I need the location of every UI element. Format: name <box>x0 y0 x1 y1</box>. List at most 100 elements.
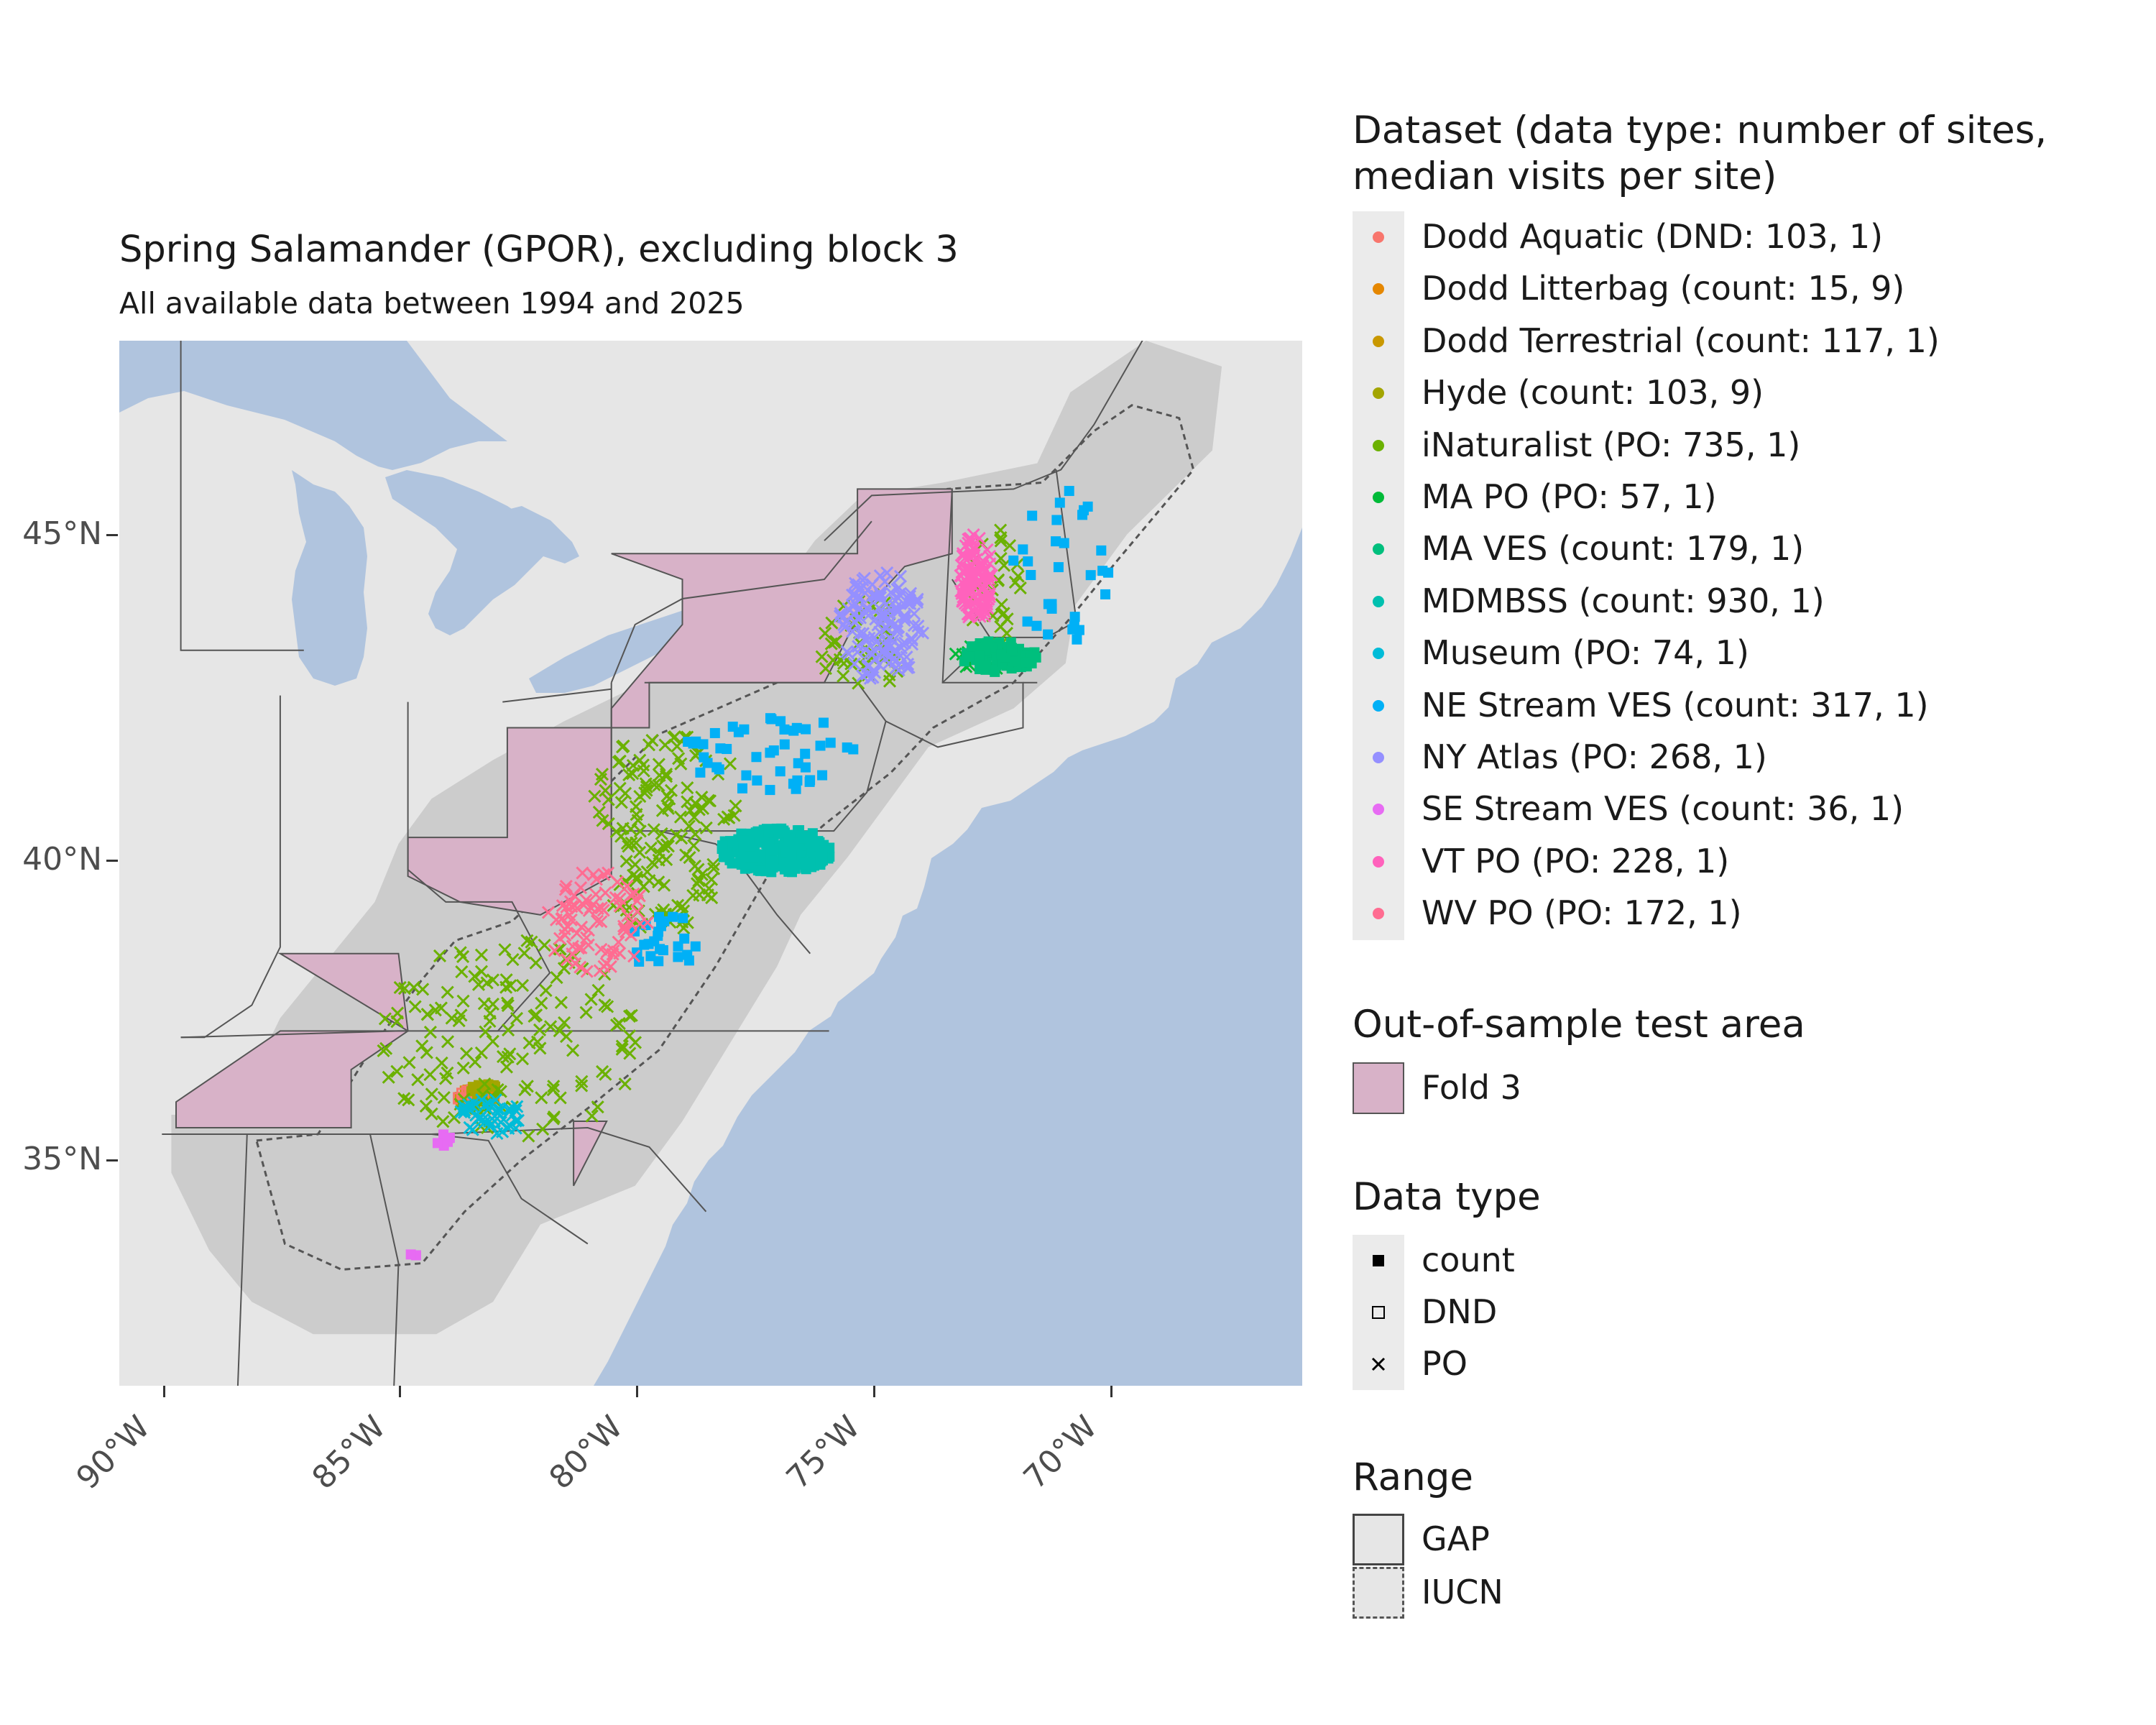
x-axis-label-85w: 85°W <box>305 1409 393 1496</box>
observation-point <box>745 841 755 852</box>
observation-point <box>816 848 826 859</box>
observation-point <box>815 650 829 663</box>
observation-point <box>966 567 980 581</box>
iucn-range-swatch <box>1353 1567 1404 1619</box>
observation-point <box>854 591 867 604</box>
observation-point <box>775 716 786 727</box>
legend-data-type-title: Data type <box>1353 1175 1541 1219</box>
observation-point <box>895 638 909 651</box>
fold-3-area <box>175 952 410 1128</box>
observation-point <box>741 770 752 781</box>
observation-point <box>751 752 762 763</box>
observation-point <box>973 610 987 623</box>
legend-key <box>1353 732 1404 783</box>
observation-point <box>619 786 632 800</box>
legend-dataset-title: Dataset (data type: number of sites, med… <box>1353 108 2047 200</box>
observation-point <box>709 727 720 738</box>
state-boundary <box>236 1133 248 1386</box>
observation-point <box>850 590 864 604</box>
observation-point <box>501 998 515 1013</box>
observation-point <box>663 792 676 806</box>
observation-point <box>574 920 589 934</box>
observation-point <box>529 956 543 970</box>
observation-point <box>752 775 763 786</box>
y-axis-label-40: 40°N <box>22 841 102 878</box>
observation-point <box>617 919 631 933</box>
observation-point <box>1072 634 1082 645</box>
observation-point <box>379 1041 393 1055</box>
observation-point <box>699 821 713 834</box>
observation-point <box>535 1091 548 1105</box>
observation-point <box>862 631 876 645</box>
observation-point <box>515 1052 530 1066</box>
observation-point <box>494 1116 507 1129</box>
observation-point <box>1053 562 1064 573</box>
observation-point <box>468 1055 482 1069</box>
observation-point <box>779 724 790 735</box>
observation-point <box>1096 545 1107 556</box>
legend-key <box>1353 576 1404 627</box>
observation-point <box>474 948 488 962</box>
y-tick-40 <box>106 860 118 862</box>
legend-item-label: MA VES (count: 179, 1) <box>1422 529 1805 569</box>
observation-point <box>573 960 587 974</box>
observation-point <box>609 891 622 904</box>
observation-point <box>954 569 968 583</box>
observation-point <box>474 1046 488 1060</box>
observation-point <box>558 883 572 896</box>
legend-item-label: Dodd Aquatic (DND: 103, 1) <box>1422 217 1884 256</box>
observation-point <box>671 898 685 912</box>
observation-point <box>402 1093 415 1107</box>
observation-point <box>690 941 701 952</box>
open-square-icon <box>1353 1287 1404 1338</box>
observation-point <box>522 1129 535 1143</box>
observation-point <box>553 932 567 945</box>
observation-point <box>653 956 664 967</box>
observation-point <box>655 944 665 954</box>
observation-point <box>911 592 924 606</box>
observation-point <box>983 549 997 563</box>
observation-point <box>674 757 688 770</box>
legend-item-label: Dodd Terrestrial (count: 117, 1) <box>1422 321 1940 360</box>
legend-item-label: count <box>1422 1241 1515 1279</box>
points-layer <box>377 486 1114 1261</box>
legend-color-dot <box>1373 752 1384 763</box>
observation-point <box>963 550 977 564</box>
observation-point <box>673 941 683 952</box>
observation-point <box>397 1092 411 1105</box>
legend-color-dot <box>1373 699 1384 712</box>
legend-key <box>1353 472 1404 523</box>
observation-point <box>591 1100 604 1114</box>
observation-point <box>849 576 862 590</box>
observation-point <box>1064 486 1074 497</box>
observation-point <box>500 996 515 1010</box>
observation-point <box>432 1138 443 1149</box>
x-axis-label-90w: 90°W <box>69 1409 157 1496</box>
legend-key <box>1353 316 1404 367</box>
observation-point <box>1018 544 1028 555</box>
observation-point <box>805 857 816 868</box>
observation-point <box>645 733 659 748</box>
legend-test-area-title: Out-of-sample test area <box>1353 1003 1805 1046</box>
observation-point <box>506 952 520 967</box>
observation-point <box>443 1133 454 1144</box>
filled-square-icon <box>1353 1235 1404 1287</box>
observation-point <box>748 852 759 863</box>
observation-point <box>865 589 879 602</box>
observation-point <box>599 783 612 797</box>
observation-point <box>977 579 990 593</box>
observation-point <box>847 657 862 671</box>
observation-point <box>671 740 684 753</box>
state-boundary <box>644 681 887 722</box>
observation-point <box>402 1056 416 1070</box>
observation-point <box>739 724 750 735</box>
observation-point <box>1067 624 1078 635</box>
observation-point <box>828 635 842 649</box>
observation-point <box>960 599 974 612</box>
observation-point <box>688 796 702 810</box>
observation-point <box>547 1080 561 1093</box>
observation-point <box>575 1075 589 1088</box>
observation-point <box>1026 570 1036 581</box>
observation-point <box>435 1056 448 1070</box>
observation-point <box>889 661 903 675</box>
